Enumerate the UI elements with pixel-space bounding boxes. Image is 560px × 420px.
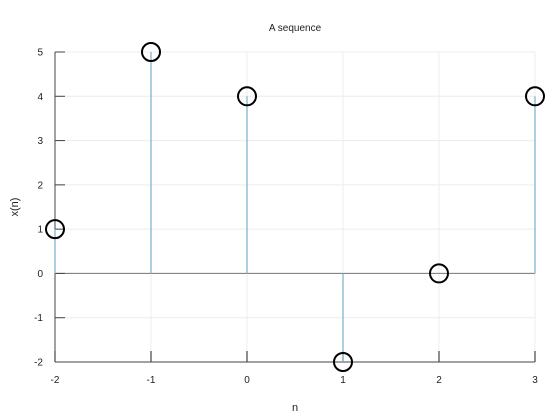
x-tick-label: 0 <box>244 375 250 386</box>
stems <box>54 52 536 362</box>
stem-marker <box>525 86 545 107</box>
x-tick-label: -1 <box>147 375 156 386</box>
y-tick-label: 5 <box>37 48 43 59</box>
y-tick-label: -1 <box>34 313 43 324</box>
x-tick-label: 2 <box>436 375 442 386</box>
stem-marker <box>141 42 161 62</box>
x-axis-label: n <box>292 402 298 414</box>
markers <box>45 42 545 372</box>
y-tick-label: 0 <box>37 269 43 280</box>
x-tick-label: -2 <box>51 375 60 386</box>
y-tick-label: 4 <box>37 92 43 103</box>
y-tick-label: -2 <box>34 358 43 369</box>
x-tick-label: 3 <box>532 375 538 386</box>
stem-marker <box>45 219 65 240</box>
stem-marker <box>429 263 449 284</box>
chart-title: A sequence <box>269 23 322 34</box>
y-tick-label: 1 <box>37 225 43 236</box>
x-tick-label: 1 <box>340 375 346 386</box>
grid <box>54 51 536 363</box>
stem-marker <box>237 86 257 107</box>
y-axis-label: x(n) <box>9 198 21 217</box>
x-ticks: -2 -1 0 1 2 3 <box>51 351 538 386</box>
y-tick-label: 2 <box>37 180 43 191</box>
y-ticks: -2 -1 0 1 2 3 4 5 <box>34 48 65 369</box>
stem-marker <box>333 352 353 372</box>
y-tick-label: 3 <box>37 136 43 147</box>
